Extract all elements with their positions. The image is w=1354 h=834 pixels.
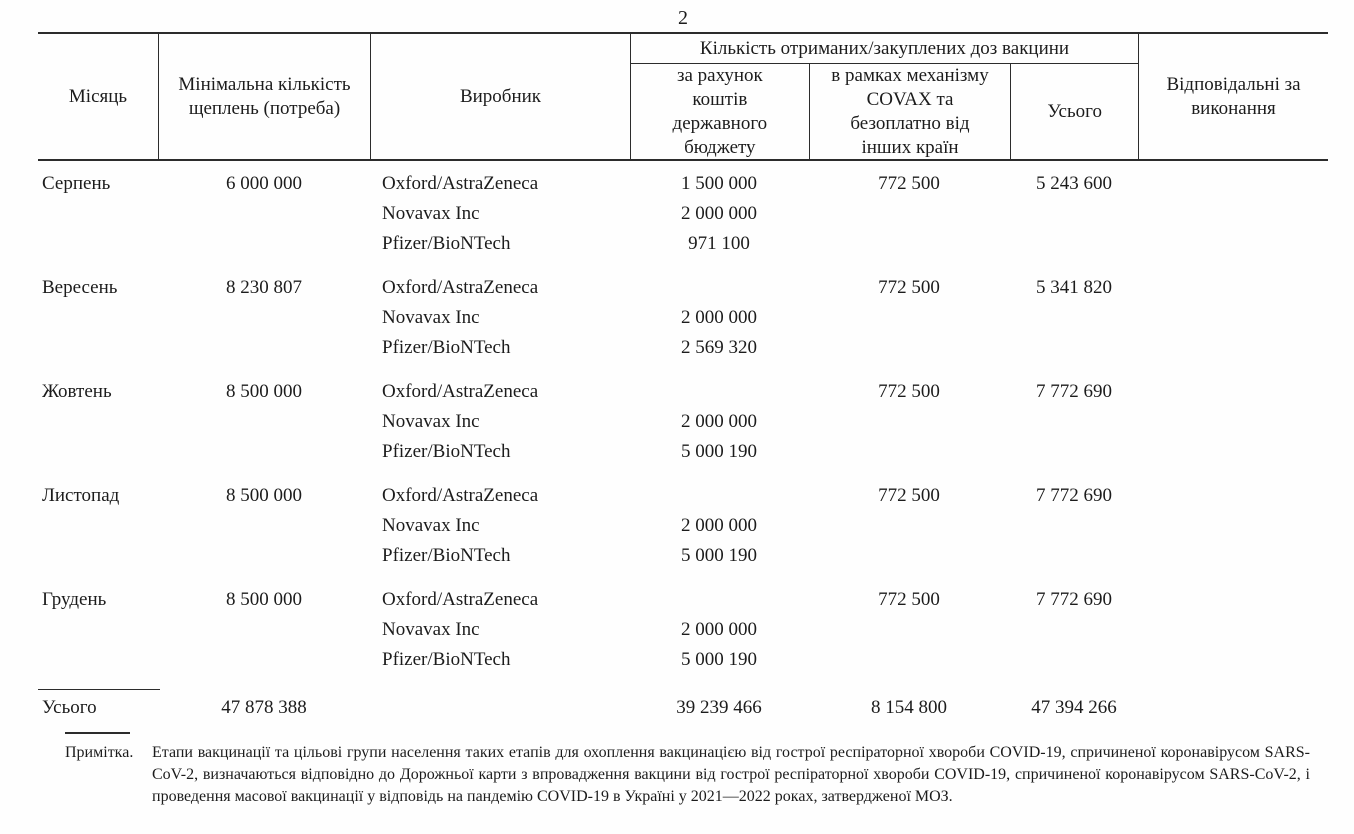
manufacturer-cell: Novavax Inc: [382, 307, 480, 328]
total-cell: 7 772 690: [1036, 485, 1112, 506]
budget-cell: 5 000 190: [681, 441, 757, 462]
month-cell: Серпень: [42, 173, 111, 194]
table-row: Серпень 6 000 000 Oxford/AstraZeneca 1 5…: [38, 169, 1328, 199]
covax-cell: 772 500: [878, 277, 940, 298]
total-cell: 5 243 600: [1036, 173, 1112, 194]
header-month: Місяць: [68, 85, 128, 107]
budget-cell: 2 000 000: [681, 203, 757, 224]
table-row: Novavax Inc 2 000 000: [38, 303, 1328, 333]
manufacturer-cell: Oxford/AstraZeneca: [382, 485, 539, 506]
table-row: Pfizer/BioNTech 971 100: [38, 229, 1328, 259]
table-row: Novavax Inc 2 000 000: [38, 615, 1328, 645]
month-cell: Грудень: [42, 589, 107, 610]
table-header-row: Місяць Мінімальна кількість щеплень (пот…: [38, 32, 1328, 161]
budget-cell: 2 569 320: [681, 337, 757, 358]
month-group-august: Серпень 6 000 000 Oxford/AstraZeneca 1 5…: [38, 169, 1328, 259]
header-total: Усього: [1010, 64, 1138, 160]
manufacturer-cell: Oxford/AstraZeneca: [382, 277, 539, 298]
page-number: 2: [678, 7, 688, 29]
budget-cell: 2 000 000: [681, 307, 757, 328]
manufacturer-cell: Pfizer/BioNTech: [382, 337, 511, 358]
total-total: 47 394 266: [1031, 697, 1117, 718]
table-row: Pfizer/BioNTech 5 000 190: [38, 541, 1328, 571]
table-row: Pfizer/BioNTech 5 000 190: [38, 437, 1328, 467]
table-row: Вересень 8 230 807 Oxford/AstraZeneca 77…: [38, 273, 1328, 303]
total-cell: 5 341 820: [1036, 277, 1112, 298]
header-doses-group-title: Кількість отриманих/закуплених доз вакци…: [631, 34, 1138, 64]
manufacturer-cell: Pfizer/BioNTech: [382, 441, 511, 462]
manufacturer-cell: Novavax Inc: [382, 203, 480, 224]
manufacturer-cell: Pfizer/BioNTech: [382, 233, 511, 254]
total-underline: [65, 732, 130, 734]
header-responsible: Відповідальні за виконання: [1138, 34, 1328, 159]
total-budget: 39 239 466: [676, 697, 762, 718]
manufacturer-cell: Oxford/AstraZeneca: [382, 381, 539, 402]
month-group-december: Грудень 8 500 000 Oxford/AstraZeneca 772…: [38, 585, 1328, 675]
month-cell: Вересень: [42, 277, 118, 298]
budget-cell: 1 500 000: [681, 173, 757, 194]
month-group-november: Листопад 8 500 000 Oxford/AstraZeneca 77…: [38, 481, 1328, 571]
total-covax: 8 154 800: [871, 697, 947, 718]
manufacturer-cell: Pfizer/BioNTech: [382, 545, 511, 566]
table-row: Грудень 8 500 000 Oxford/AstraZeneca 772…: [38, 585, 1328, 615]
manufacturer-cell: Novavax Inc: [382, 619, 480, 640]
min-quantity-cell: 8 230 807: [226, 277, 302, 298]
table-body: Серпень 6 000 000 Oxford/AstraZeneca 1 5…: [38, 161, 1328, 734]
table-row: Жовтень 8 500 000 Oxford/AstraZeneca 772…: [38, 377, 1328, 407]
table-row: Pfizer/BioNTech 5 000 190: [38, 645, 1328, 675]
budget-cell: 5 000 190: [681, 545, 757, 566]
budget-cell: 2 000 000: [681, 619, 757, 640]
header-doses-subheaders: за рахунок коштів державного бюджету в р…: [631, 64, 1138, 160]
header-min-quantity: Мінімальна кількість щеплень (потреба): [158, 34, 370, 159]
manufacturer-cell: Novavax Inc: [382, 411, 480, 432]
header-state-budget: за рахунок коштів державного бюджету: [672, 65, 768, 158]
budget-cell: 2 000 000: [681, 515, 757, 536]
covax-cell: 772 500: [878, 589, 940, 610]
footnote-label: Примітка.: [65, 744, 134, 761]
header-covax: в рамках механізму COVAX та безоплатно в…: [808, 64, 1011, 160]
total-label: Усього: [42, 697, 97, 718]
manufacturer-cell: Oxford/AstraZeneca: [382, 173, 539, 194]
total-cell: 7 772 690: [1036, 381, 1112, 402]
min-quantity-cell: 8 500 000: [226, 589, 302, 610]
covax-cell: 772 500: [878, 485, 940, 506]
total-separator-line: [38, 689, 160, 690]
total-row: Усього 47 878 388 39 239 466 8 154 800 4…: [38, 692, 1328, 724]
total-min-quantity: 47 878 388: [221, 697, 307, 718]
header-manufacturer: Виробник: [370, 34, 630, 159]
footnote-text: Етапи вакцинації та цільові групи населе…: [152, 744, 1310, 805]
min-quantity-cell: 8 500 000: [226, 485, 302, 506]
table-row: Pfizer/BioNTech 2 569 320: [38, 333, 1328, 363]
budget-cell: 5 000 190: [681, 649, 757, 670]
table-row: Листопад 8 500 000 Oxford/AstraZeneca 77…: [38, 481, 1328, 511]
table-row: Novavax Inc 2 000 000: [38, 511, 1328, 541]
manufacturer-cell: Novavax Inc: [382, 515, 480, 536]
budget-cell: 2 000 000: [681, 411, 757, 432]
month-group-september: Вересень 8 230 807 Oxford/AstraZeneca 77…: [38, 273, 1328, 363]
month-cell: Листопад: [42, 485, 120, 506]
manufacturer-cell: Pfizer/BioNTech: [382, 649, 511, 670]
total-cell: 7 772 690: [1036, 589, 1112, 610]
header-doses-group: Кількість отриманих/закуплених доз вакци…: [630, 34, 1138, 160]
budget-cell: 971 100: [688, 233, 750, 254]
month-cell: Жовтень: [42, 381, 112, 402]
covax-cell: 772 500: [878, 381, 940, 402]
vaccine-doses-table: Місяць Мінімальна кількість щеплень (пот…: [38, 32, 1328, 734]
covax-cell: 772 500: [878, 173, 940, 194]
footnote: Примітка. Етапи вакцинації та цільові гр…: [65, 742, 1310, 808]
month-group-october: Жовтень 8 500 000 Oxford/AstraZeneca 772…: [38, 377, 1328, 467]
min-quantity-cell: 6 000 000: [226, 173, 302, 194]
manufacturer-cell: Oxford/AstraZeneca: [382, 589, 539, 610]
min-quantity-cell: 8 500 000: [226, 381, 302, 402]
table-row: Novavax Inc 2 000 000: [38, 199, 1328, 229]
table-row: Novavax Inc 2 000 000: [38, 407, 1328, 437]
